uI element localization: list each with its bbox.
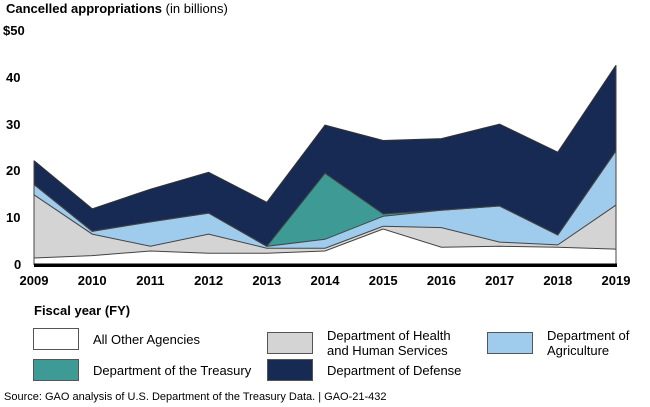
y-tick-label: 30 [6,116,21,132]
legend-item-defense: Department of Defense [267,359,461,381]
legend-item-agriculture: Department of Agriculture [487,328,629,358]
area-department-of-the-treasury [34,150,616,247]
x-tick-label: 2011 [136,273,165,288]
x-tick-label: 2019 [601,273,631,288]
legend-label-line: and Human Services [327,343,448,358]
x-tick-label: 2016 [426,273,456,288]
x-tick-label: 2013 [252,273,282,288]
x-tick-label: 2017 [485,273,515,288]
x-tick-label: 2014 [310,273,340,288]
legend-swatch [487,332,533,354]
x-tick-label: 2018 [543,273,573,288]
y-tick-label: 40 [6,69,21,85]
chart-title-main: Cancelled appropriations [6,1,163,16]
legend-item-hhs: Department of Health and Human Services [267,328,451,358]
legend-label: Department of Defense [327,362,462,378]
series-line-department-of-the-treasury [33,150,617,247]
y-tick-label: $50 [3,23,25,38]
legend-label: Department of Health and Human Services [327,328,451,358]
y-tick-label: 10 [6,210,21,226]
area-department-of-agriculture [34,150,616,249]
legend-swatch [267,332,313,354]
legend-label: All Other Agencies [93,331,200,347]
legend-swatch [33,359,79,381]
x-tick-label: 2015 [368,273,398,288]
legend-label-line: Agriculture [547,343,610,358]
x-tick-label: 2009 [19,273,49,288]
chart-title-suffix: (in billions) [165,1,228,16]
x-tick-label: 2010 [77,273,107,288]
series-line-department-of-defense [33,64,617,210]
legend-swatch [267,359,313,381]
area-all-other-agencies [34,229,616,265]
legend-label: Department of the Treasury [93,362,252,378]
series-line-department-of-health-and-human-services [33,194,617,249]
area-department-of-defense [34,65,616,247]
y-tick-label: 0 [14,257,22,272]
legend-swatch [33,328,79,350]
legend-label-line: Department of [547,328,630,343]
source-note: Source: GAO analysis of U.S. Department … [4,391,387,403]
chart-title: Cancelled appropriations (in billions) [6,1,228,16]
series-line-all-other-agencies [33,228,617,259]
legend-label-line: Department of Health [327,328,451,343]
y-tick-label: 20 [6,163,21,179]
x-tick-label: 2012 [194,273,224,288]
legend-item-all-other-agencies: All Other Agencies [33,328,200,350]
x-axis-baseline [34,263,617,267]
legend-label: Department of Agriculture [547,328,629,358]
stacked-area-chart [33,64,617,267]
x-axis-title: Fiscal year (FY) [34,303,131,318]
area-department-of-health-and-human-services [34,194,616,258]
legend-item-treasury: Department of the Treasury [33,359,251,381]
